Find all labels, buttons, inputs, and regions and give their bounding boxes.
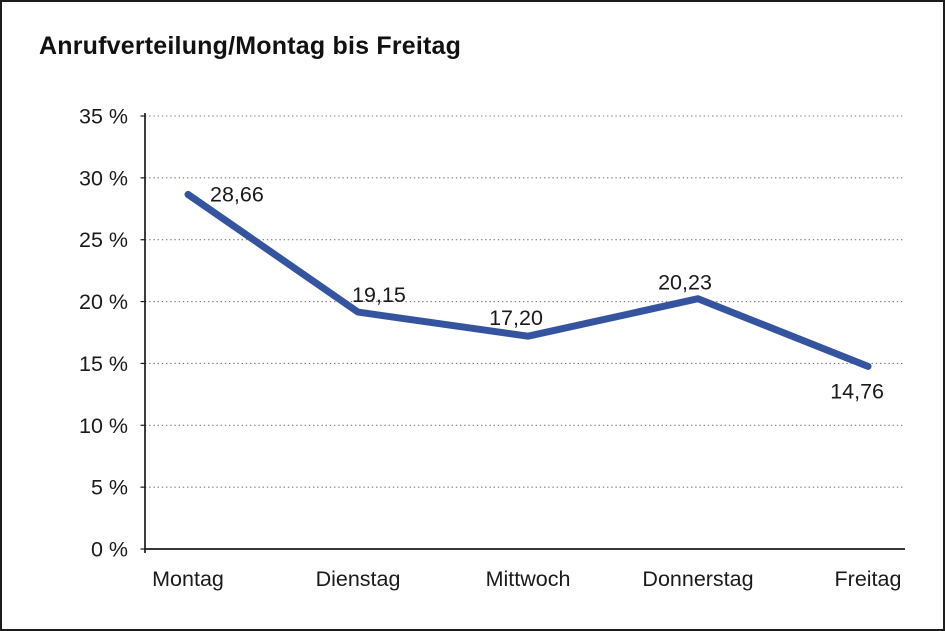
x-axis-label: Montag: [152, 567, 224, 591]
y-axis-label: 15 %: [79, 352, 128, 376]
data-label: 19,15: [352, 283, 406, 307]
series-line: [184, 190, 872, 370]
x-axis-label: Donnerstag: [642, 567, 753, 591]
data-label: 17,20: [489, 306, 543, 330]
data-label: 28,66: [210, 182, 264, 206]
x-axis-label: Mittwoch: [486, 567, 571, 591]
y-axis-label: 25 %: [79, 228, 128, 252]
y-axis-label: 5 %: [91, 476, 128, 500]
y-axis-label: 20 %: [79, 290, 128, 314]
x-axis-label: Dienstag: [316, 567, 401, 591]
data-label: 20,23: [658, 271, 712, 295]
x-axis-label: Freitag: [835, 567, 902, 591]
y-axis-label: 10 %: [79, 414, 128, 438]
y-axis-label: 30 %: [79, 166, 128, 190]
data-label: 14,76: [830, 379, 884, 403]
y-axis-label: 35 %: [79, 105, 128, 129]
y-axis-label: 0 %: [91, 538, 128, 562]
chart-title: Anrufverteilung/Montag bis Freitag: [39, 32, 462, 60]
